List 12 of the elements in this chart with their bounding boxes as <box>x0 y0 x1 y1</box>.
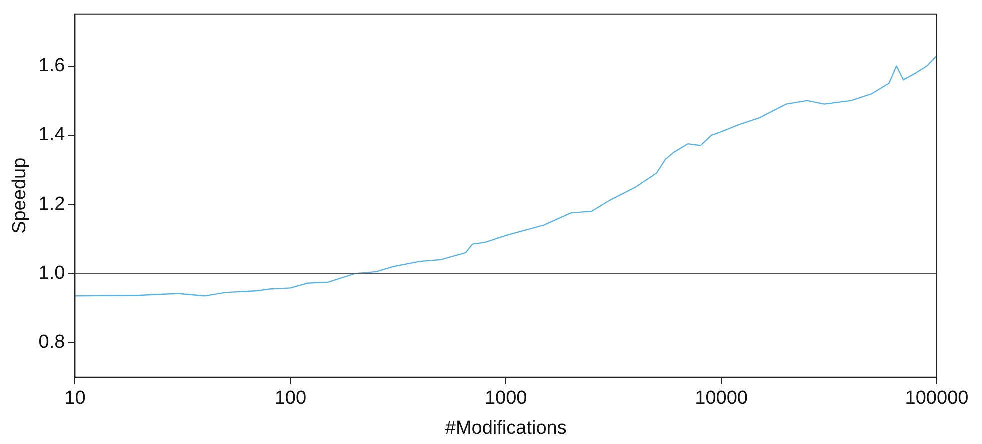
y-tick-label: 1.6 <box>38 55 66 76</box>
y-tick-label: 1.0 <box>38 262 66 284</box>
x-tick-label: 1000 <box>484 388 528 410</box>
x-tick-label: 100 <box>274 388 307 410</box>
x-tick-label: 10 <box>64 388 86 410</box>
x-tick-label: 10000 <box>695 388 748 410</box>
x-axis-title: #Modifications <box>445 418 567 439</box>
y-tick-label: 1.4 <box>38 124 66 146</box>
y-tick-label: 1.2 <box>38 194 66 215</box>
y-axis-title: Speedup <box>10 158 31 234</box>
x-tick-label: 100000 <box>905 388 969 410</box>
y-tick-label: 0.8 <box>38 332 66 354</box>
